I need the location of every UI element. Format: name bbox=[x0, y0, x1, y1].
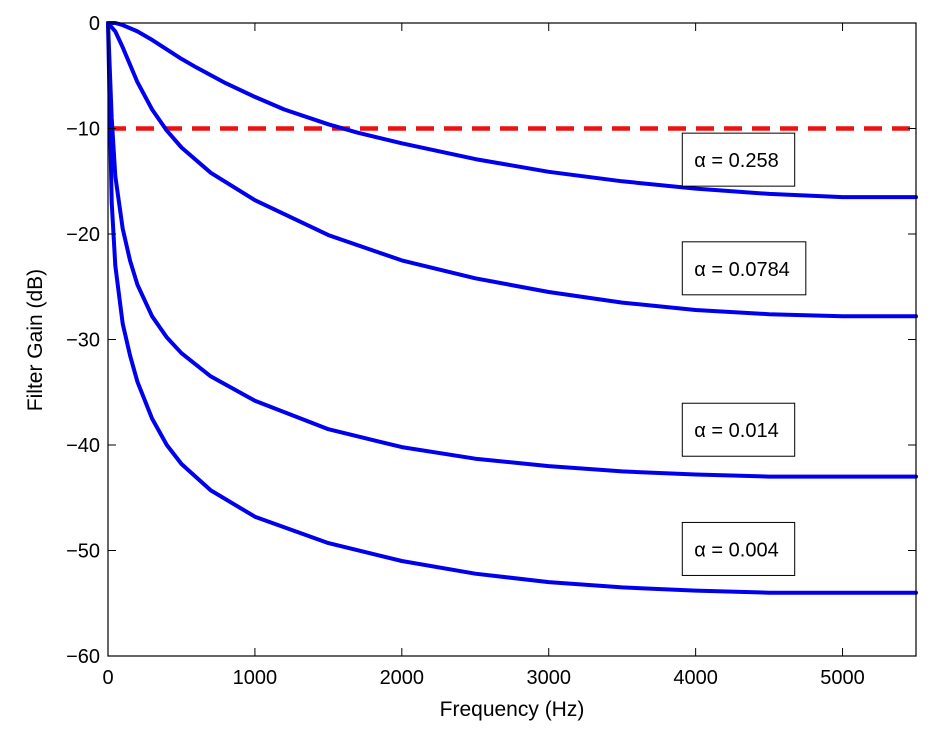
y-tick-label: −50 bbox=[66, 541, 100, 563]
y-tick-label: −10 bbox=[66, 119, 100, 141]
series-line-1 bbox=[106, 21, 918, 200]
annotation-label: α = 0.258 bbox=[694, 150, 778, 172]
y-tick-label: −40 bbox=[66, 435, 100, 457]
annotation-layer: α = 0.258 α = 0.0784 α = 0.014 α = 0.004 bbox=[681, 132, 807, 576]
annotation-1: α = 0.258 bbox=[681, 132, 796, 187]
annotation-2: α = 0.0784 bbox=[681, 241, 807, 296]
series-line-3 bbox=[106, 21, 918, 479]
y-tick-label: −20 bbox=[66, 224, 100, 246]
y-tick-label: 0 bbox=[89, 13, 100, 35]
annotation-box bbox=[681, 132, 796, 187]
y-axis-title: Filter Gain (dB) bbox=[24, 269, 47, 411]
annotation-label: α = 0.0784 bbox=[694, 259, 790, 281]
x-tick-label: 2000 bbox=[380, 667, 425, 689]
annotation-label: α = 0.004 bbox=[694, 539, 778, 561]
x-tick-label: 0 bbox=[102, 667, 113, 689]
x-tick-label: 5000 bbox=[820, 667, 865, 689]
annotation-3: α = 0.014 bbox=[681, 402, 796, 457]
series-layer bbox=[106, 21, 918, 595]
y-tick-label: −30 bbox=[66, 330, 100, 352]
annotation-box bbox=[681, 521, 796, 576]
x-axis-title: Frequency (Hz) bbox=[440, 698, 585, 721]
x-tick-label: 1000 bbox=[233, 667, 278, 689]
tick-layer: 0 1000 2000 3000 4000 5000 0 −10 −20 −30 −40 −50 −60 bbox=[66, 13, 916, 689]
x-tick-label: 3000 bbox=[526, 667, 571, 689]
y-tick-label: −60 bbox=[66, 646, 100, 668]
annotation-box bbox=[681, 241, 807, 296]
annotation-label: α = 0.014 bbox=[694, 420, 778, 442]
series-line-2 bbox=[106, 21, 918, 319]
annotation-box bbox=[681, 402, 796, 457]
x-tick-label: 4000 bbox=[673, 667, 718, 689]
series-line-4 bbox=[106, 21, 918, 595]
annotation-4: α = 0.004 bbox=[681, 521, 796, 576]
